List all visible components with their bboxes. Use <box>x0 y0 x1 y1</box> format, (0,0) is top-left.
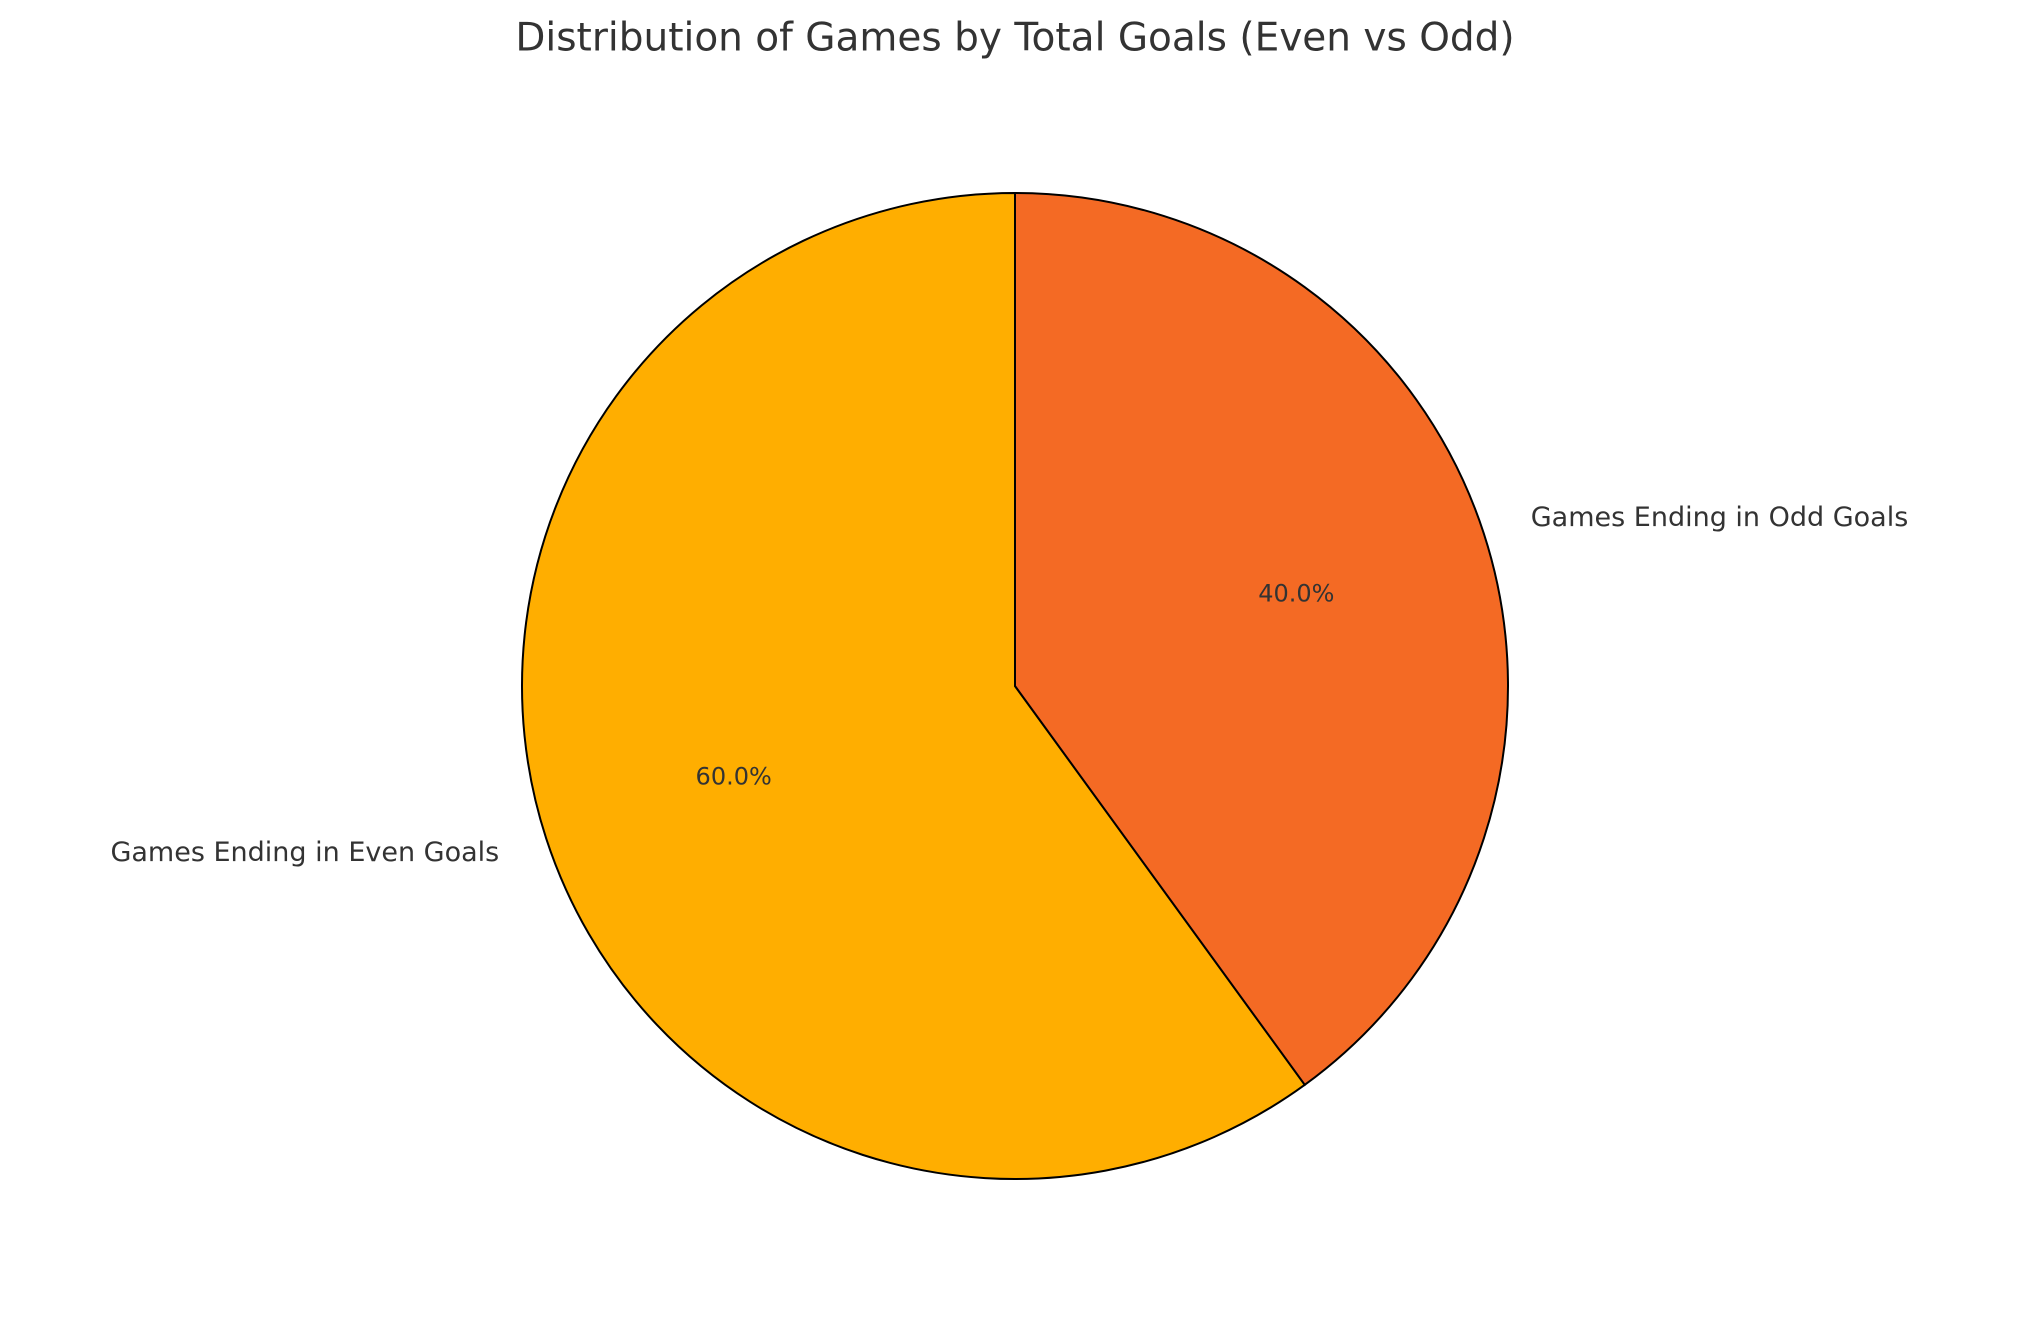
pie-slice <box>521 191 1307 1180</box>
chart-title: Distribution of Games by Total Goals (Ev… <box>515 16 1514 61</box>
slice-label: Games Ending in Odd Goals <box>1531 502 1909 533</box>
slice-label: Games Ending in Even Goals <box>110 837 499 868</box>
percent-label: 60.0% <box>696 762 772 790</box>
pie-slice <box>1014 191 1510 1087</box>
percent-label: 40.0% <box>1258 580 1334 608</box>
